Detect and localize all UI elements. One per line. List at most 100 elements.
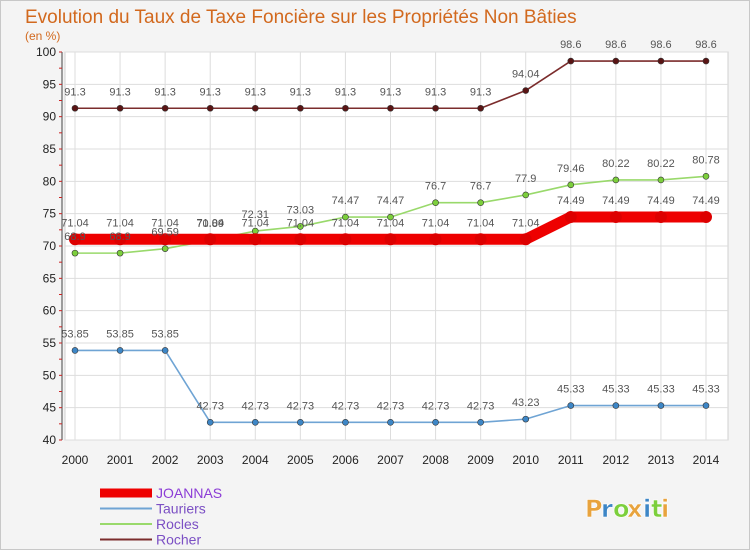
data-point-rocles [387,213,394,221]
y-tick-label: 85 [43,142,57,156]
legend-label-joannas: JOANNAS [156,485,222,501]
data-point-tauriers [702,402,710,409]
x-tick-label: 2003 [197,453,224,467]
data-label-rocher: 98.6 [605,39,626,51]
x-tick-label: 2008 [422,453,449,467]
data-point-tauriers [251,419,259,426]
data-label-tauriers: 45.33 [602,384,630,396]
data-label-joannas: 71.04 [467,217,495,229]
data-point-rocher [477,104,484,112]
data-point-joannas [519,233,532,246]
data-point-rocher [161,104,169,112]
data-label-rocles: 76.7 [470,181,491,193]
logo-letter: i [661,495,669,523]
x-tick-label: 2009 [467,453,494,467]
data-point-rocher [522,87,530,94]
series-layer [69,57,712,426]
y-tick-label: 70 [43,239,57,253]
data-point-rocles [71,249,79,257]
data-point-joannas [69,233,81,246]
data-label-tauriers: 42.73 [242,400,270,412]
data-label-rocles: 69.59 [151,227,179,239]
chart-title: Evolution du Taux de Taxe Foncière sur l… [25,7,577,28]
data-point-tauriers [161,347,169,354]
data-label-joannas: 71.04 [332,217,360,229]
data-label-joannas: 71.04 [512,217,540,229]
y-tick-label: 95 [43,77,57,91]
data-label-rocher: 91.3 [335,86,356,98]
data-point-joannas [654,210,667,223]
data-point-rocles [432,199,439,206]
data-label-rocles: 68.9 [109,231,130,243]
axis-layer: 40 45 50 55 60 65 70 75 80 85 90 95 100 2000 2001 2002 2… [36,45,720,467]
data-point-rocles [612,176,620,184]
data-point-tauriers [432,419,439,426]
data-label-joannas: 74.49 [647,195,675,207]
data-point-rocher [432,104,439,112]
data-label-tauriers: 42.73 [332,400,360,412]
x-tick-label: 2000 [62,453,89,467]
data-label-joannas: 74.49 [692,195,720,207]
data-label-joannas: 71.04 [106,217,134,229]
data-label-rocles: 73.03 [287,204,315,216]
data-label-rocles: 72.31 [242,209,270,221]
x-tick-label: 2005 [287,453,314,467]
data-label-tauriers: 53.85 [61,328,89,340]
data-label-joannas: 71.04 [377,217,405,229]
data-label-rocher: 98.6 [695,39,716,51]
data-point-rocher [702,57,710,65]
data-label-tauriers: 42.73 [467,400,495,412]
data-label-tauriers: 53.85 [151,328,179,340]
data-point-tauriers [297,419,304,426]
data-label-rocher: 91.3 [109,86,130,98]
data-label-rocher: 91.3 [290,86,311,98]
data-point-tauriers [116,347,124,354]
data-point-tauriers [71,347,79,354]
data-point-tauriers [567,402,575,409]
data-label-rocher: 98.6 [560,39,581,51]
x-tick-label: 2004 [242,453,269,467]
x-tick-label: 2013 [648,453,675,467]
data-point-rocles [522,191,530,199]
data-label-rocles: 77.9 [515,173,536,185]
data-label-tauriers: 45.33 [692,384,720,396]
data-label-rocher: 94.04 [512,69,540,81]
data-point-rocles [702,172,710,180]
y-tick-label: 40 [43,433,57,447]
y-tick-label: 90 [43,110,57,124]
data-label-rocles: 68.9 [64,231,85,243]
data-label-rocles: 80.22 [602,158,630,170]
data-point-rocles [116,249,124,257]
data-point-tauriers [342,419,349,426]
data-label-rocles: 79.46 [557,163,585,175]
data-label-joannas: 71.04 [422,217,450,229]
data-point-rocles [567,181,575,189]
data-point-joannas [249,233,262,246]
data-point-rocles [657,176,665,184]
y-tick-label: 45 [43,401,57,415]
data-point-rocher [567,57,575,65]
data-point-joannas [700,210,712,223]
data-label-joannas: 71.04 [287,217,315,229]
data-label-rocles: 74.47 [332,195,360,207]
data-point-tauriers [522,415,530,423]
data-label-joannas: 71.04 [151,217,179,229]
data-label-rocher: 91.3 [425,86,446,98]
data-label-tauriers: 45.33 [647,384,675,396]
data-label-tauriers: 42.73 [287,400,315,412]
data-label-rocher: 91.3 [380,86,401,98]
data-point-rocher [71,104,79,112]
x-tick-label: 2012 [603,453,630,467]
data-label-rocher: 91.3 [245,86,266,98]
data-point-tauriers [612,402,620,409]
data-point-joannas [339,233,352,246]
logo-letter: i [643,495,651,523]
data-point-rocles [477,199,484,206]
x-tick-label: 2014 [693,453,720,467]
y-tick-label: 60 [43,304,57,318]
data-point-joannas [294,233,307,246]
x-tick-label: 2001 [107,453,134,467]
data-label-rocles: 74.47 [377,195,405,207]
